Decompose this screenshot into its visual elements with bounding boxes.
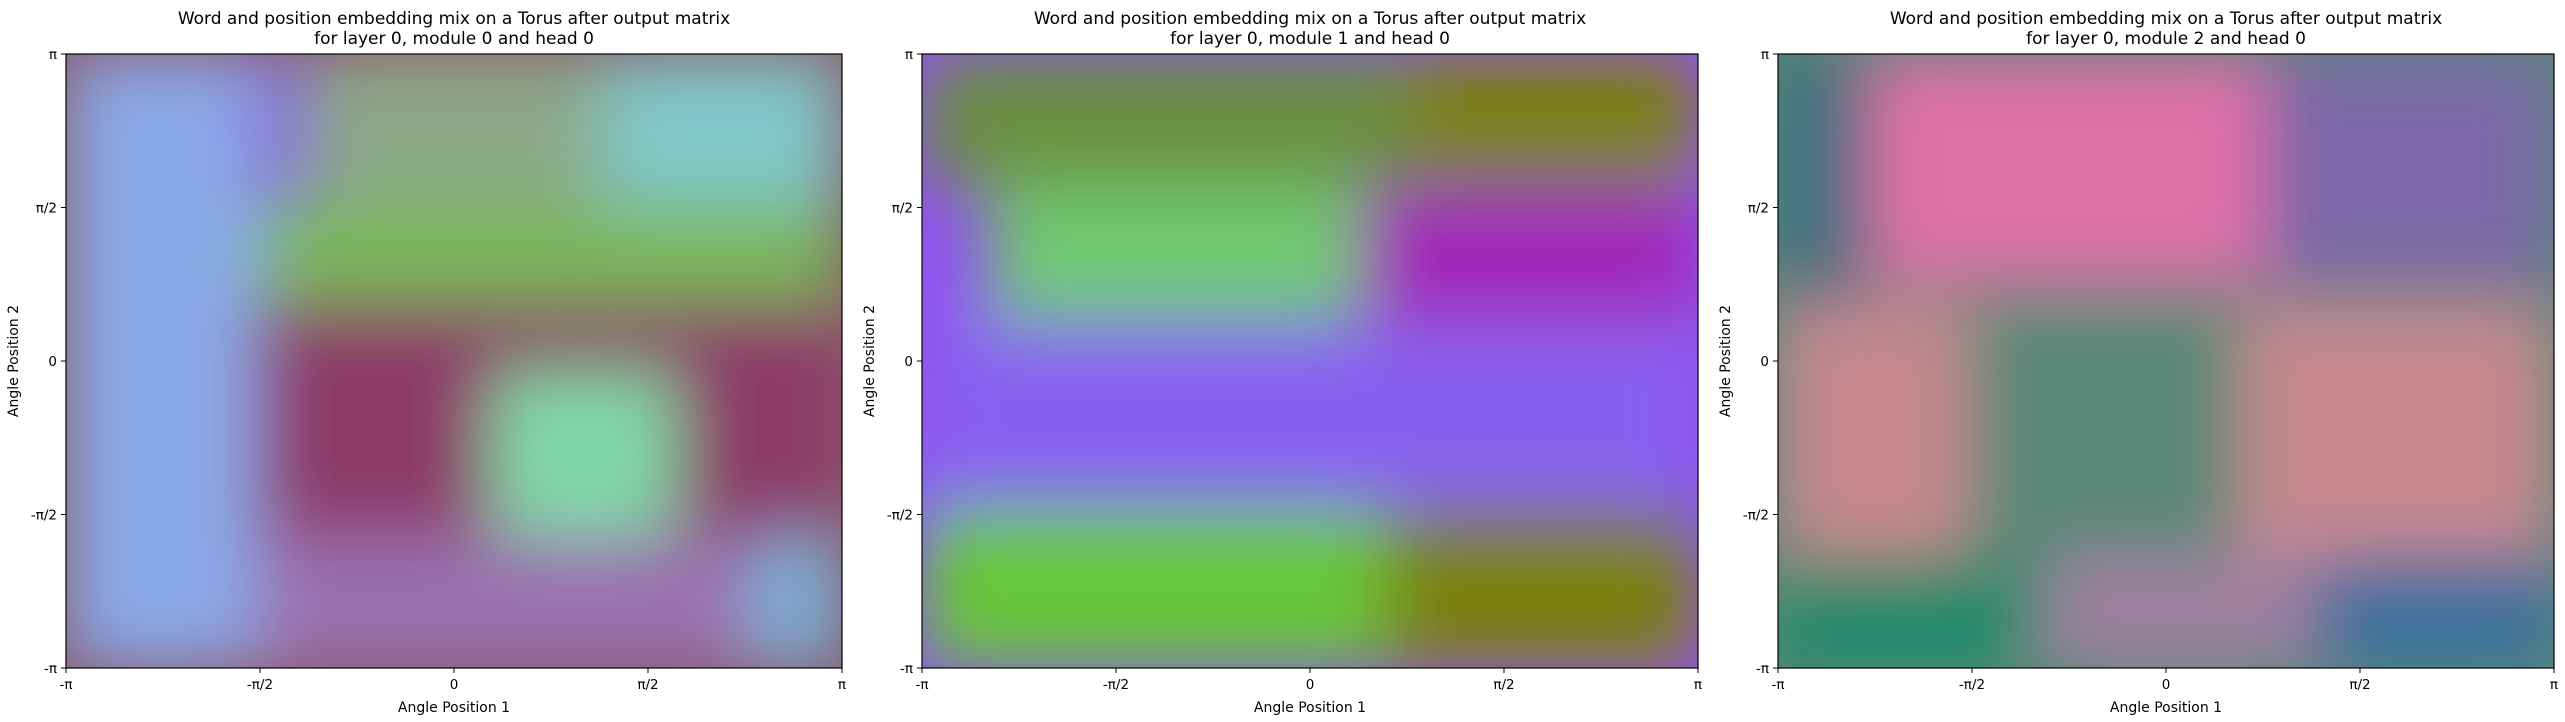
x-tick-label: 0 xyxy=(2162,677,2171,693)
x-tick-label: -π/2 xyxy=(247,677,273,693)
y-tick-label: π xyxy=(1761,47,1769,63)
x-tick-label: π/2 xyxy=(1493,677,1514,693)
chart-title-line-1: Word and position embedding mix on a Tor… xyxy=(178,9,730,29)
x-axis-label: Angle Position 1 xyxy=(1254,700,1366,716)
heatmap-field xyxy=(66,54,842,668)
x-tick-label: -π xyxy=(916,677,929,693)
chart-title-line-1: Word and position embedding mix on a Tor… xyxy=(1034,9,1586,29)
y-tick-label: -π/2 xyxy=(887,508,913,524)
x-tick-label: 0 xyxy=(1306,677,1315,693)
y-tick-label: π/2 xyxy=(36,201,57,217)
y-tick-label: π/2 xyxy=(892,201,913,217)
x-axis-label: Angle Position 1 xyxy=(398,700,510,716)
x-tick-label: π xyxy=(1694,677,1702,693)
x-tick-label: -π xyxy=(1772,677,1785,693)
heatmap-region-5 xyxy=(1968,302,2241,557)
heatmap-field xyxy=(1778,54,2554,668)
y-tick-label: -π xyxy=(900,661,913,677)
heatmap-region-4 xyxy=(1359,185,1698,322)
heatmap-region-1 xyxy=(922,54,1409,186)
y-tick-label: -π/2 xyxy=(31,508,57,524)
heatmap-region-7 xyxy=(66,54,257,668)
x-tick-label: 0 xyxy=(450,677,459,693)
y-axis-label: Angle Position 2 xyxy=(1718,305,1734,417)
chart-title-line-2: for layer 0, module 1 and head 0 xyxy=(1170,29,1450,49)
heatmap-region-8 xyxy=(2042,556,2315,668)
x-tick-label: -π/2 xyxy=(1959,677,1985,693)
y-tick-label: π/2 xyxy=(1748,201,1769,217)
x-tick-label: π/2 xyxy=(2349,677,2370,693)
heatmap-panel-1: -π -π/2 0 π/2 π -π -π/2 0 π/2 π Angle Position 1 An… xyxy=(6,9,846,716)
y-tick-label: -π xyxy=(44,661,57,677)
heatmap-region-7 xyxy=(1778,556,2043,668)
chart-title-line-2: for layer 0, module 2 and head 0 xyxy=(2026,29,2306,49)
heatmap-region-9 xyxy=(2314,556,2554,668)
x-tick-label: -π xyxy=(60,677,73,693)
y-axis-label: Angle Position 2 xyxy=(862,305,878,417)
heatmap-region-1 xyxy=(1778,54,1870,303)
heatmap-region-3 xyxy=(2264,54,2554,283)
chart-title-line-2: for layer 0, module 0 and head 0 xyxy=(314,29,594,49)
heatmap-panel-2: -π -π/2 0 π/2 π -π -π/2 0 π/2 π Angle Position 1 An… xyxy=(862,9,1702,716)
heatmap-region-9 xyxy=(256,536,751,668)
y-tick-label: -π xyxy=(1756,661,1769,677)
y-tick-label: π xyxy=(905,47,913,63)
y-tick-label: 0 xyxy=(1760,354,1769,370)
heatmap-region-2 xyxy=(305,54,603,205)
heatmap-region-3 xyxy=(988,185,1360,322)
x-tick-label: π xyxy=(2550,677,2558,693)
x-tick-label: π/2 xyxy=(637,677,658,693)
heatmap-panel-3: -π -π/2 0 π/2 π -π -π/2 0 π/2 π Angle Position 1 An… xyxy=(1718,9,2558,716)
chart-title-line-1: Word and position embedding mix on a Tor… xyxy=(1890,9,2442,29)
heatmap-region-8 xyxy=(750,536,842,668)
heatmap-region-4 xyxy=(1778,302,1969,557)
heatmap-region-2 xyxy=(1869,54,2265,283)
y-tick-label: -π/2 xyxy=(1743,508,1769,524)
y-axis-label: Angle Position 2 xyxy=(6,305,22,417)
heatmap-region-3 xyxy=(602,54,842,205)
heatmap-region-6 xyxy=(2240,302,2554,557)
x-tick-label: π xyxy=(838,677,846,693)
y-tick-label: 0 xyxy=(904,354,913,370)
heatmap-field xyxy=(922,54,1698,668)
heatmap-region-5 xyxy=(922,321,1698,508)
heatmap-region-2 xyxy=(1408,54,1698,186)
y-tick-label: π xyxy=(49,47,57,63)
heatmap-region-6 xyxy=(491,370,677,537)
y-tick-label: 0 xyxy=(48,354,57,370)
heatmap-region-7 xyxy=(1384,507,1698,668)
x-tick-label: -π/2 xyxy=(1103,677,1129,693)
x-axis-label: Angle Position 1 xyxy=(2110,700,2222,716)
heatmap-region-6 xyxy=(922,507,1385,668)
